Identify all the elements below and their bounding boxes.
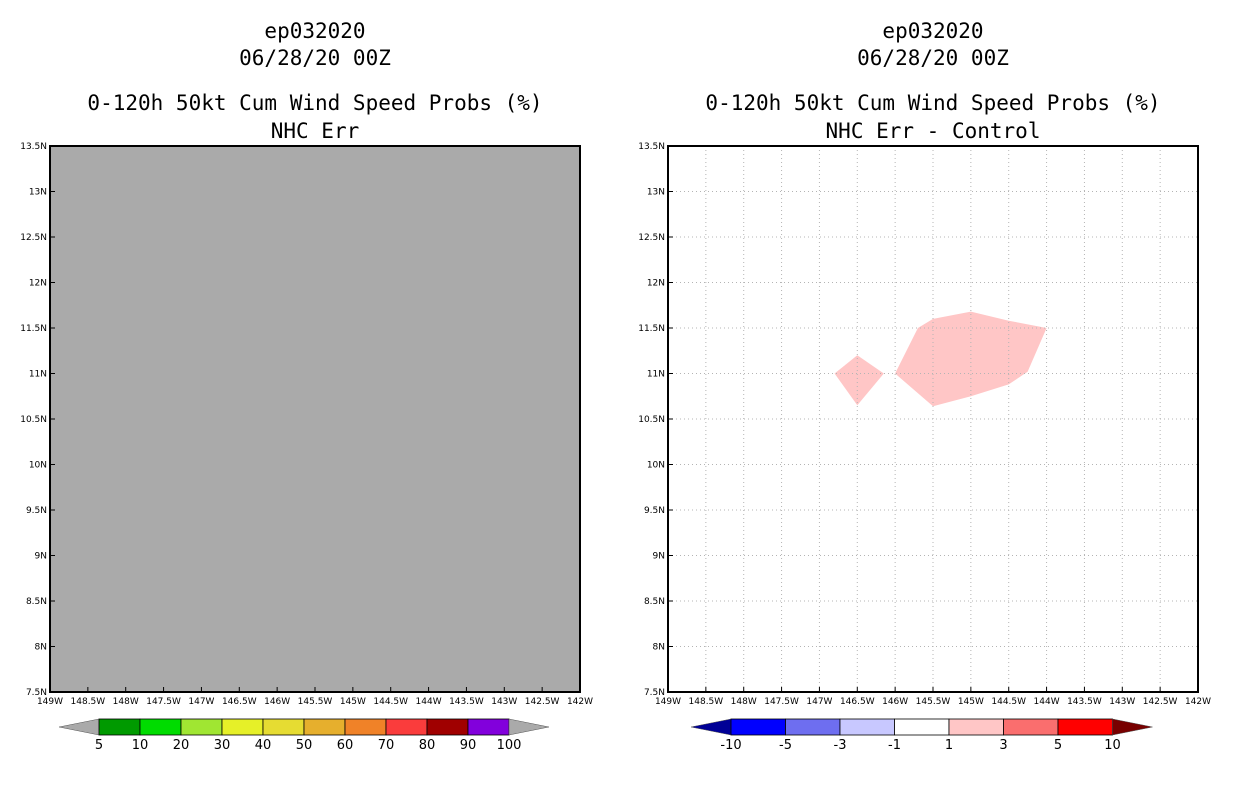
right-lon-tick-label: 143W xyxy=(1109,697,1135,707)
left-legend-label: 30 xyxy=(214,738,231,753)
left-lon-tick-label: 142.5W xyxy=(525,697,560,707)
left-lon-tick-label: 147W xyxy=(188,697,214,707)
left-lon-tick-label: 147.5W xyxy=(146,697,181,707)
left-legend-label: 80 xyxy=(419,738,436,753)
right-legend-box xyxy=(1057,718,1113,736)
right-lat-tick-label: 12.5N xyxy=(638,233,665,243)
right-storm-id: ep032020 xyxy=(882,19,984,43)
left-lon-tick-label: 145.5W xyxy=(298,697,333,707)
right-subtitle: NHC Err - Control xyxy=(825,119,1041,143)
left-legend-label: 70 xyxy=(378,738,395,753)
right-lat-tick-label: 8.5N xyxy=(644,597,665,607)
right-lat-tick-label: 9N xyxy=(653,552,665,562)
left-legend-label: 40 xyxy=(255,738,272,753)
left-map-fill xyxy=(50,146,580,692)
right-lon-tick-label: 142.5W xyxy=(1143,697,1178,707)
left-lat-tick-label: 8.5N xyxy=(26,597,47,607)
left-lat-tick-label: 10.5N xyxy=(20,415,47,425)
right-lat-tick-label: 13.5N xyxy=(638,142,665,152)
left-legend-label: 100 xyxy=(497,738,522,753)
left-lon-tick-label: 145W xyxy=(340,697,366,707)
left-subtitle: NHC Err xyxy=(270,119,360,143)
right-legend-box xyxy=(785,718,841,736)
right-lat-tick-label: 10.5N xyxy=(638,415,665,425)
left-lat-tick-label: 9.5N xyxy=(26,506,47,516)
right-date: 06/28/20 00Z xyxy=(857,46,1009,70)
left-lon-tick-label: 144.5W xyxy=(373,697,408,707)
right-lat-tick-label: 7.5N xyxy=(644,688,665,698)
right-legend-under-arrow xyxy=(690,718,732,736)
right-lon-tick-label: 147W xyxy=(806,697,832,707)
left-lon-tick-label: 148W xyxy=(113,697,139,707)
right-lat-tick-label: 11N xyxy=(647,370,665,380)
right-legend-label: 10 xyxy=(1104,738,1121,753)
left-lon-tick-label: 143W xyxy=(491,697,517,707)
right-legend-label: -10 xyxy=(720,738,741,753)
left-lat-tick-label: 9N xyxy=(35,552,47,562)
left-lat-tick-label: 11N xyxy=(29,370,47,380)
left-storm-id: ep032020 xyxy=(264,19,366,43)
left-date: 06/28/20 00Z xyxy=(239,46,391,70)
left-map-border xyxy=(49,145,581,693)
left-legend-label: 90 xyxy=(460,738,477,753)
left-lat-tick-label: 11.5N xyxy=(20,324,47,334)
right-lon-tick-label: 147.5W xyxy=(764,697,799,707)
right-legend-label: 5 xyxy=(1054,738,1062,753)
left-lat-tick-label: 12.5N xyxy=(20,233,47,243)
left-lat-tick-label: 13.5N xyxy=(20,142,47,152)
right-legend-box xyxy=(1003,718,1059,736)
right-lon-tick-label: 146.5W xyxy=(840,697,875,707)
right-legend-label: 1 xyxy=(945,738,953,753)
right-lon-tick-label: 143.5W xyxy=(1067,697,1102,707)
left-lon-tick-label: 146.5W xyxy=(222,697,257,707)
right-lat-tick-label: 8N xyxy=(653,643,665,653)
left-lat-tick-label: 10N xyxy=(29,461,47,471)
left-legend-label: 10 xyxy=(132,738,149,753)
right-legend-label: -3 xyxy=(834,738,847,753)
left-lon-tick-label: 142W xyxy=(567,697,593,707)
right-legend-box xyxy=(894,718,950,736)
right-lat-tick-label: 13N xyxy=(647,188,665,198)
right-lon-tick-label: 142W xyxy=(1185,697,1211,707)
right-legend-over-arrow xyxy=(1112,718,1153,736)
right-lat-tick-label: 9.5N xyxy=(644,506,665,516)
right-legend-label: 3 xyxy=(999,738,1007,753)
right-lat-tick-label: 10N xyxy=(647,461,665,471)
right-lon-tick-label: 148.5W xyxy=(689,697,724,707)
right-legend-box xyxy=(839,718,895,736)
left-lat-tick-label: 13N xyxy=(29,188,47,198)
left-legend-label: 5 xyxy=(95,738,103,753)
left-lon-tick-label: 149W xyxy=(37,697,63,707)
left-lon-tick-label: 148.5W xyxy=(71,697,106,707)
right-title: 0-120h 50kt Cum Wind Speed Probs (%) xyxy=(705,91,1161,115)
right-legend-box xyxy=(730,718,786,736)
right-small-region xyxy=(834,355,884,406)
left-lat-tick-label: 8N xyxy=(35,643,47,653)
left-lon-tick-label: 143.5W xyxy=(449,697,484,707)
right-lon-tick-label: 145W xyxy=(958,697,984,707)
right-legend-label: -5 xyxy=(779,738,792,753)
right-lon-tick-label: 144.5W xyxy=(991,697,1026,707)
left-lon-tick-label: 144W xyxy=(416,697,442,707)
right-lat-tick-label: 11.5N xyxy=(638,324,665,334)
right-legend-label: -1 xyxy=(888,738,901,753)
left-map-panel: 149W 148.5W 148W 147.5W 147W 146.5W 146W 145.5W… xyxy=(20,142,593,753)
right-legend-box xyxy=(948,718,1004,736)
right-lat-tick-label: 12N xyxy=(647,279,665,289)
right-lon-tick-label: 144W xyxy=(1034,697,1060,707)
left-title: 0-120h 50kt Cum Wind Speed Probs (%) xyxy=(87,91,543,115)
left-lat-tick-label: 12N xyxy=(29,279,47,289)
right-lon-tick-label: 148W xyxy=(731,697,757,707)
right-map-border xyxy=(667,145,1199,693)
right-lon-tick-label: 146W xyxy=(882,697,908,707)
left-legend-over-arrow xyxy=(508,718,550,736)
right-lon-tick-label: 149W xyxy=(655,697,681,707)
left-legend-label: 60 xyxy=(337,738,354,753)
left-lat-tick-label: 7.5N xyxy=(26,688,47,698)
right-lon-tick-label: 145.5W xyxy=(916,697,951,707)
left-lon-tick-label: 146W xyxy=(264,697,290,707)
left-legend-label: 50 xyxy=(296,738,313,753)
left-legend-label: 20 xyxy=(173,738,190,753)
